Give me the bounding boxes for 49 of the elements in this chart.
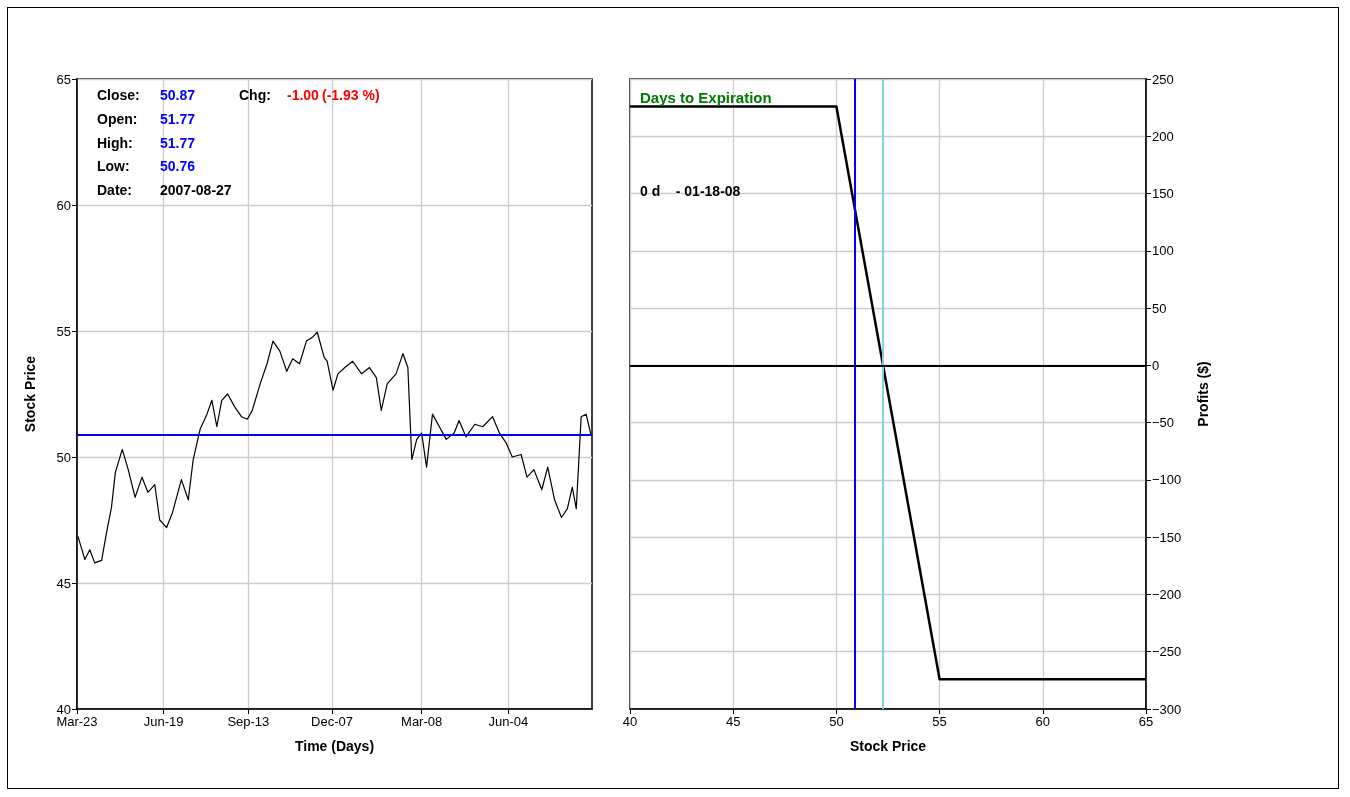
y-tick-label: 100 <box>1152 243 1174 259</box>
annotation: Chg: <box>239 87 271 103</box>
annotation: 51.77 <box>160 111 196 127</box>
y-tick-label: −200 <box>1152 586 1182 602</box>
x-tick-label: Mar-23 <box>56 714 98 729</box>
y-tick-label: 65 <box>56 71 71 87</box>
x-tick-label: Jun-19 <box>143 714 184 729</box>
y-tick-label: 40 <box>56 701 71 717</box>
x-tick-label: Dec-07 <box>311 714 353 729</box>
annotation: 50.87 <box>160 87 196 103</box>
annotation: 51.77 <box>160 135 196 151</box>
annotation: 0 d - 01-18-08 <box>640 183 741 199</box>
y-tick-label: −100 <box>1152 472 1182 488</box>
x-tick-label: 50 <box>829 714 844 729</box>
x-tick-label: Jun-04 <box>488 714 529 729</box>
x-tick-label: 60 <box>1035 714 1051 729</box>
annotation: Open: <box>97 111 138 127</box>
y-axis-title: Stock Price <box>22 355 38 433</box>
y-tick-label: 150 <box>1152 186 1174 202</box>
y-tick-label: −50 <box>1152 415 1175 431</box>
x-tick-label: 55 <box>932 714 947 729</box>
y-tick-label: 50 <box>56 449 71 465</box>
x-tick-label: Sep-13 <box>227 714 270 729</box>
x-axis-title: Stock Price <box>849 738 927 754</box>
annotation: Close: <box>97 87 140 103</box>
y-tick-label: 45 <box>56 575 71 591</box>
annotation: High: <box>97 135 133 151</box>
y-tick-label: 0 <box>1152 357 1160 373</box>
y-tick-label: −250 <box>1152 644 1182 660</box>
annotation: 2007-08-27 <box>160 182 232 198</box>
x-tick-label: Mar-08 <box>401 714 443 729</box>
annotation: -1.00 <box>287 87 320 103</box>
y-tick-label: 60 <box>56 197 71 213</box>
y-tick-label: −150 <box>1152 529 1182 545</box>
y-tick-label: 200 <box>1152 128 1174 144</box>
x-tick-label: 65 <box>1138 714 1154 729</box>
x-tick-label: 45 <box>725 714 741 729</box>
y-axis-title: Profits ($) <box>1195 361 1211 427</box>
y-tick-label: 50 <box>1152 300 1167 316</box>
x-tick-label: 40 <box>622 714 638 729</box>
y-tick-label: −300 <box>1152 701 1182 717</box>
y-tick-label: 55 <box>56 323 71 339</box>
annotation: 50.76 <box>160 158 196 174</box>
y-tick-label: 250 <box>1152 71 1174 87</box>
text: Days to Expiration <box>640 89 772 106</box>
annotation: (-1.93 %) <box>322 87 380 103</box>
annotation: Date: <box>97 182 133 198</box>
x-axis-title: Time (Days) <box>294 738 375 754</box>
annotation: Low: <box>97 158 130 174</box>
